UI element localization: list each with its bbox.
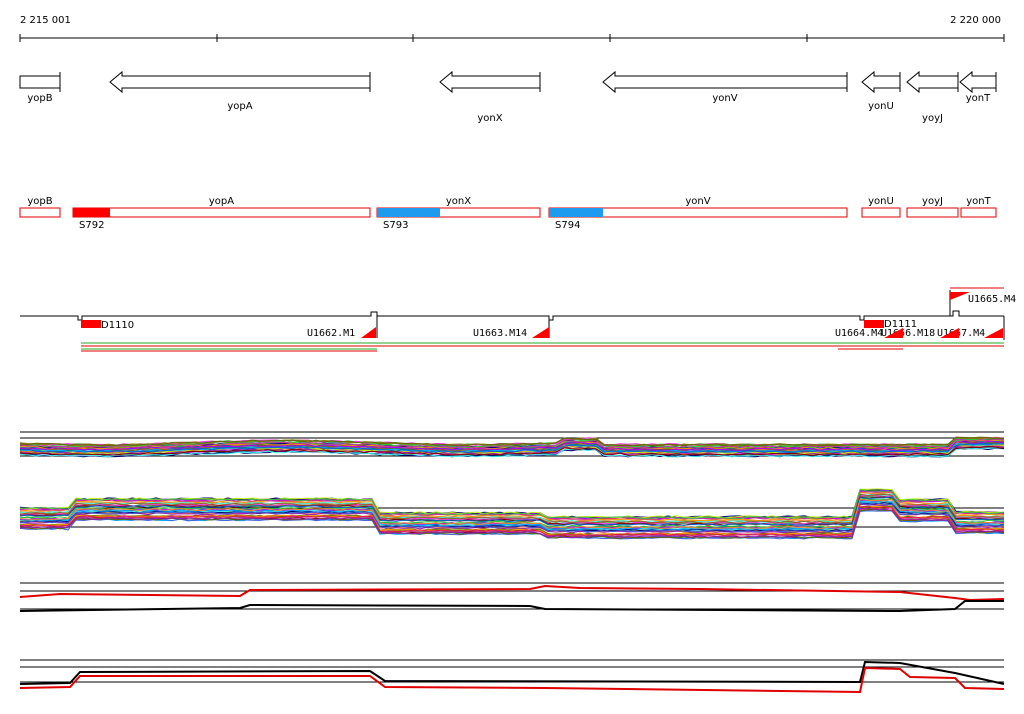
feature-marker-S794[interactable]: [549, 208, 603, 217]
expression-panel-1: [19, 431, 1005, 458]
u1667-label: U1667.M4: [937, 328, 985, 339]
gene-label-yonU: yonU: [868, 101, 894, 112]
u1665-promoter-icon: [950, 292, 970, 300]
transcript-track: D1110 D1111 U1662.M1 U1663.M14 U1664.M4 …: [20, 287, 1016, 352]
expr2-trace: [19, 500, 1005, 531]
gene-label-yoyJ: yoyJ: [922, 113, 943, 124]
u1663-terminator-icon: [532, 327, 549, 338]
expr2-trace: [19, 498, 1005, 528]
ruler-end-label: 2 220 000: [950, 15, 1001, 26]
expr2-trace: [19, 506, 1005, 537]
d1111-marker: [864, 320, 884, 328]
expr2-trace: [19, 502, 1005, 533]
feature-box-yoyJ[interactable]: [906, 207, 959, 218]
gene-label-yonV: yonV: [712, 93, 737, 104]
expr1-trace: [19, 445, 1005, 456]
feature-label-yonT: yonT: [966, 196, 991, 207]
u1666-terminator-icon: [884, 328, 903, 338]
u1664-terminator-icon: [984, 328, 1003, 338]
gene-label-yopB: yopB: [27, 93, 52, 104]
expr1-trace: [19, 436, 1005, 447]
feature-marker-label-S793: S793: [383, 220, 408, 231]
d1110-marker: [81, 320, 101, 328]
d1111-label: D1111: [884, 319, 917, 330]
expr4-trace-red: [19, 666, 1005, 694]
feature-label-yonX: yonX: [446, 196, 471, 207]
feature-marker-S793[interactable]: [377, 208, 440, 217]
feature-label-yopA: yopA: [209, 196, 234, 207]
expr2-trace: [19, 493, 1005, 524]
feature-label-yonU: yonU: [868, 196, 894, 207]
gene-arrow-yonU[interactable]: [861, 70, 901, 94]
u1664-label: U1664.M4: [835, 328, 883, 339]
gene-label-yonX: yonX: [477, 113, 502, 124]
feature-box-yopA[interactable]: [72, 207, 371, 218]
gene-arrow-yonT[interactable]: [959, 70, 997, 94]
d1110-label: D1110: [101, 320, 134, 331]
gene-arrow-yonX[interactable]: [439, 70, 541, 94]
expr1-trace: [19, 436, 1005, 447]
expr1-trace: [19, 440, 1005, 451]
feature-label-yopB: yopB: [27, 196, 52, 207]
feature-box-yonT[interactable]: [960, 207, 997, 218]
gene-arrow-track: yopB yopA yonX yonV yonU yoyJ yonT: [19, 70, 997, 124]
gene-arrow-yopA[interactable]: [109, 70, 371, 94]
expr4-trace-black: [19, 660, 1005, 685]
feature-label-yonV: yonV: [685, 196, 710, 207]
feature-label-yoyJ: yoyJ: [922, 196, 943, 207]
feature-box-yonU[interactable]: [861, 207, 901, 218]
expr2-trace: [19, 503, 1005, 534]
expr2-trace: [19, 489, 1005, 520]
transcript-baseline: [20, 310, 1004, 321]
u1662-terminator-icon: [361, 327, 376, 338]
expression-panel-2: [19, 488, 1005, 540]
expr1-trace: [19, 442, 1005, 453]
expression-panel-4: [19, 659, 1005, 694]
expr1-trace: [19, 438, 1005, 449]
feature-marker-label-S792: S792: [79, 220, 104, 231]
expr2-trace: [19, 498, 1005, 530]
gene-label-yopA: yopA: [227, 101, 252, 112]
expr3-trace-black: [19, 600, 1004, 613]
expression-panel-3: [19, 582, 1005, 613]
u1667-terminator-icon: [940, 328, 959, 338]
expr2-trace: [19, 488, 1005, 519]
gene-arrow-yopB[interactable]: [19, 75, 61, 89]
expr2-trace: [19, 508, 1005, 539]
gene-label-yonT: yonT: [966, 93, 991, 104]
u1666-label: U1666.M18: [881, 328, 935, 339]
expr1-trace: [19, 443, 1004, 454]
feature-box-track: yopB yopA yonX yonV yonU yoyJ yonT S792 S793 S794: [19, 196, 997, 231]
u1663-label: U1663.M14: [473, 328, 527, 339]
coordinate-ruler: 2 215 001 2 220 000: [19, 15, 1005, 42]
feature-box-yopB[interactable]: [19, 207, 61, 218]
feature-marker-S792[interactable]: [73, 208, 110, 217]
expr3-trace-red: [19, 584, 1005, 602]
expr2-trace: [19, 496, 1005, 527]
u1662-label: U1662.M1: [307, 328, 355, 339]
gene-arrow-yonV[interactable]: [602, 70, 848, 94]
feature-marker-label-S794: S794: [555, 220, 580, 231]
expr2-trace: [19, 493, 1005, 523]
gene-arrow-yoyJ[interactable]: [906, 70, 959, 94]
expr1-trace: [19, 447, 1004, 458]
ruler-start-label: 2 215 001: [20, 15, 71, 26]
expr2-trace: [19, 495, 1004, 525]
u1665-label: U1665.M4: [968, 294, 1016, 305]
